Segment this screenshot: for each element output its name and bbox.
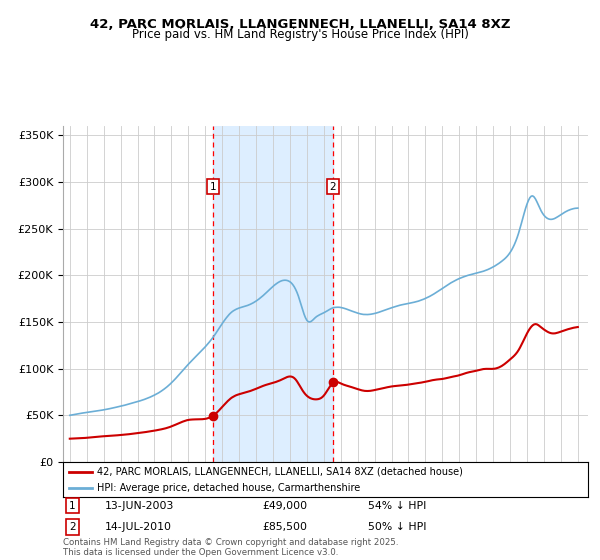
Text: £49,000: £49,000: [263, 501, 308, 511]
Bar: [213, 126, 333, 462]
Text: 1: 1: [209, 181, 216, 192]
Text: 54% ↓ HPI: 54% ↓ HPI: [367, 501, 426, 511]
Text: Contains HM Land Registry data © Crown copyright and database right 2025.
This d: Contains HM Land Registry data © Crown c…: [63, 538, 398, 557]
Text: 42, PARC MORLAIS, LLANGENNECH, LLANELLI, SA14 8XZ: 42, PARC MORLAIS, LLANGENNECH, LLANELLI,…: [90, 18, 510, 31]
Text: 42, PARC MORLAIS, LLANGENNECH, LLANELLI, SA14 8XZ (detached house): 42, PARC MORLAIS, LLANGENNECH, LLANELLI,…: [97, 466, 463, 477]
Text: 13-JUN-2003: 13-JUN-2003: [105, 501, 175, 511]
Text: 14-JUL-2010: 14-JUL-2010: [105, 522, 172, 532]
Text: £85,500: £85,500: [263, 522, 308, 532]
Text: Price paid vs. HM Land Registry's House Price Index (HPI): Price paid vs. HM Land Registry's House …: [131, 28, 469, 41]
Text: 2: 2: [69, 522, 76, 532]
Text: 1: 1: [69, 501, 76, 511]
Text: HPI: Average price, detached house, Carmarthenshire: HPI: Average price, detached house, Carm…: [97, 483, 361, 493]
Text: 2: 2: [329, 181, 336, 192]
Text: 50% ↓ HPI: 50% ↓ HPI: [367, 522, 426, 532]
